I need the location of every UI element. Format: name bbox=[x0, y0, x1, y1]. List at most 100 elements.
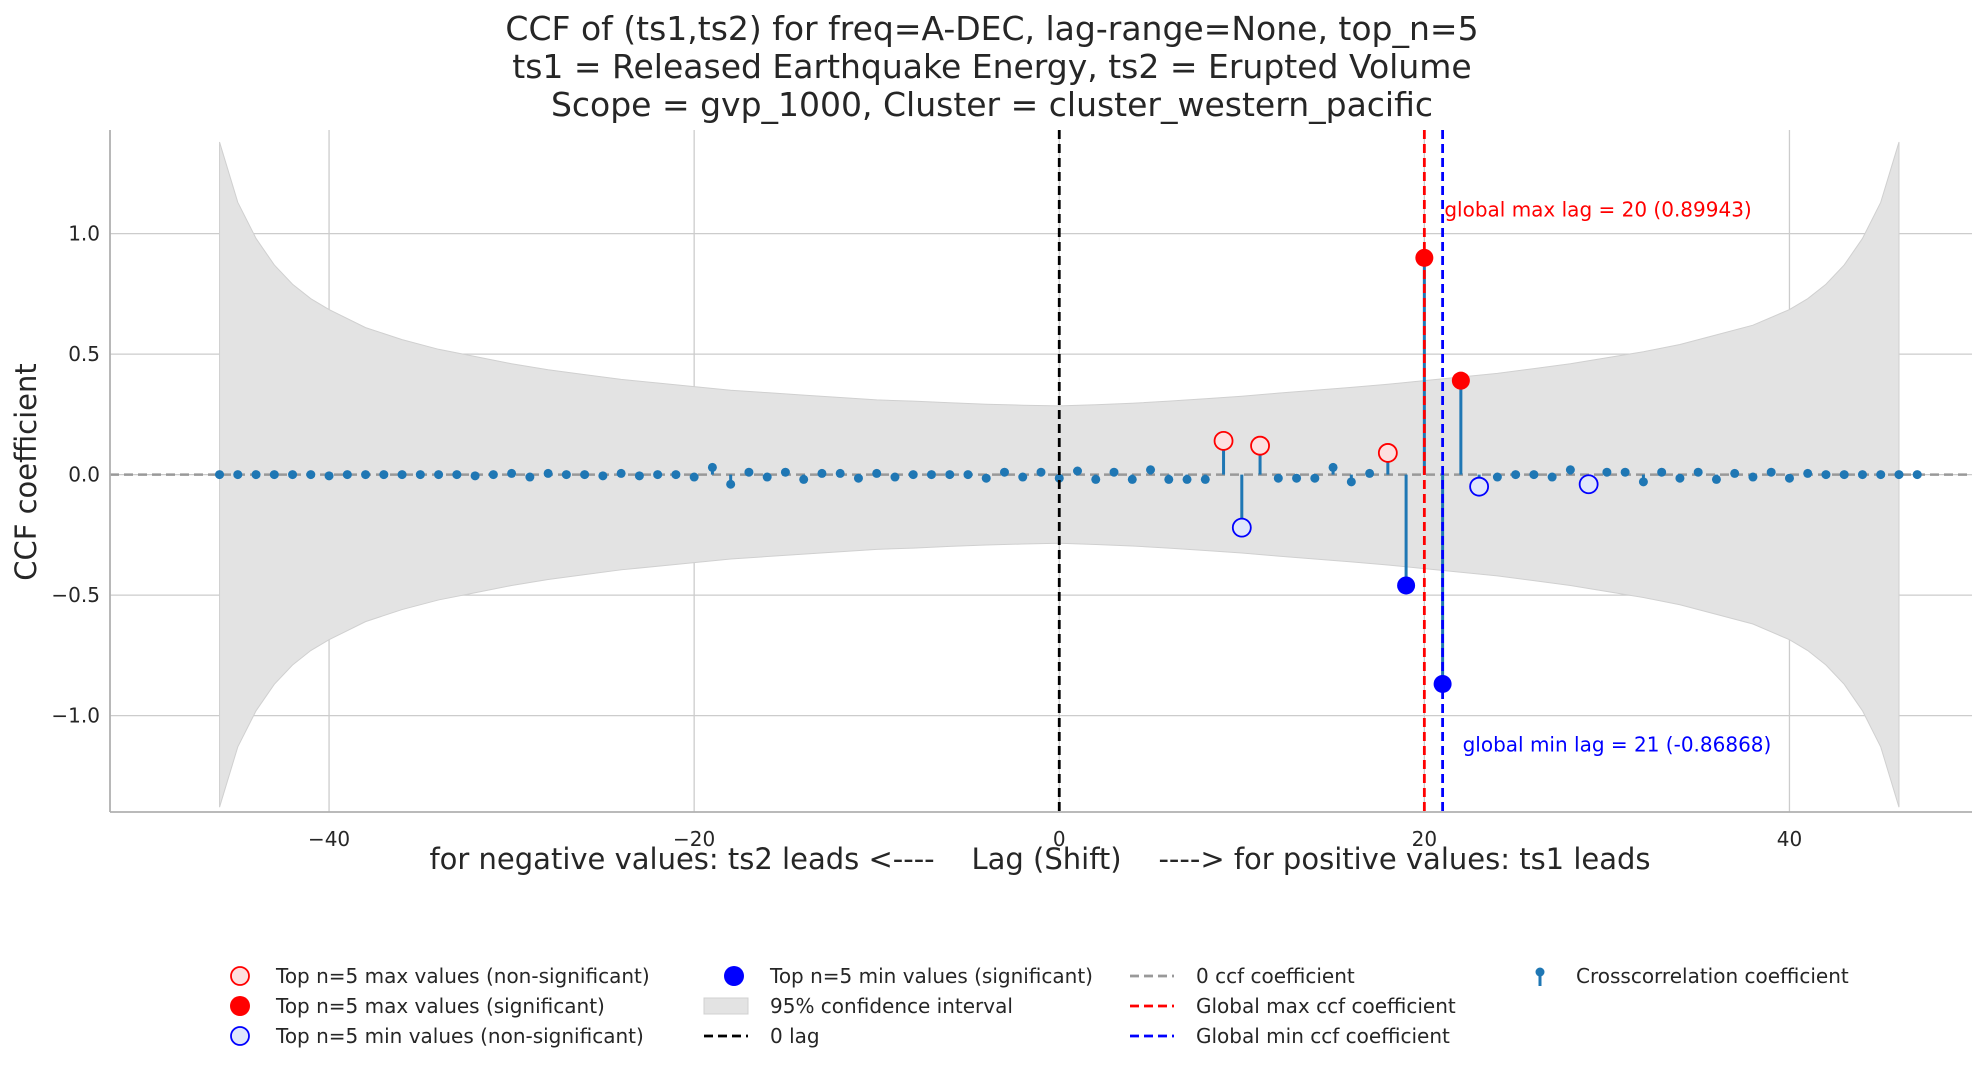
stem-marker bbox=[726, 479, 736, 489]
legend-label: 95% confidence interval bbox=[770, 994, 1013, 1018]
stem-marker bbox=[616, 468, 626, 478]
stem-marker bbox=[269, 470, 279, 480]
stem-marker bbox=[1547, 472, 1557, 482]
y-axis-label: CCF coefficient bbox=[9, 363, 43, 581]
stem-marker bbox=[1766, 467, 1776, 477]
legend-label: Global min ccf coefficient bbox=[1196, 1024, 1450, 1048]
stem-marker bbox=[452, 470, 462, 480]
stem-marker bbox=[361, 470, 371, 480]
stem-marker bbox=[434, 470, 444, 480]
title-line-2: ts1 = Released Earthquake Energy, ts2 = … bbox=[512, 47, 1471, 86]
stem-marker bbox=[306, 470, 316, 480]
stem-marker bbox=[981, 473, 991, 483]
stem-marker bbox=[415, 470, 425, 480]
top-min-nonsignificant-marker bbox=[1469, 476, 1490, 497]
stem-marker bbox=[945, 470, 955, 480]
stem-marker bbox=[525, 472, 535, 482]
legend-label: Crosscorrelation coefficient bbox=[1576, 964, 1849, 988]
top-min-nonsignificant-marker bbox=[1231, 517, 1252, 538]
legend-patch bbox=[703, 997, 749, 1015]
stem-marker bbox=[1602, 467, 1612, 477]
top-max-significant-marker bbox=[1415, 248, 1434, 267]
global-max-annotation: global max lag = 20 (0.89943) bbox=[1444, 198, 1751, 222]
stem-marker bbox=[799, 474, 809, 484]
stem-marker bbox=[1821, 470, 1831, 480]
stem-marker bbox=[1492, 472, 1502, 482]
top-max-nonsignificant-marker bbox=[1377, 443, 1398, 463]
y-tick-label: −1.0 bbox=[51, 704, 100, 728]
stem-marker bbox=[872, 468, 882, 478]
stem-marker bbox=[1146, 465, 1156, 475]
x-tick-label: −20 bbox=[673, 827, 715, 851]
stem-marker bbox=[890, 472, 900, 482]
stem-marker bbox=[561, 470, 571, 480]
stem-marker bbox=[1310, 473, 1320, 483]
stem-marker bbox=[1036, 467, 1046, 477]
x-tick-label: 20 bbox=[1412, 827, 1437, 851]
stem-marker bbox=[397, 470, 407, 480]
stem-marker bbox=[1292, 473, 1302, 483]
stem-marker bbox=[744, 467, 754, 477]
stem-marker bbox=[780, 467, 790, 477]
stem-marker bbox=[707, 462, 717, 472]
stem-marker bbox=[1784, 473, 1794, 483]
stem-marker bbox=[1565, 465, 1575, 475]
stem-marker bbox=[598, 471, 608, 481]
stem-marker bbox=[1711, 474, 1721, 484]
y-tick-label: 1.0 bbox=[68, 222, 100, 246]
stem-marker bbox=[1803, 468, 1813, 478]
stem-marker bbox=[963, 470, 973, 480]
stem-marker bbox=[324, 471, 334, 481]
stem-marker bbox=[215, 470, 225, 480]
y-tick-label: 0.0 bbox=[68, 463, 100, 487]
stem-marker bbox=[762, 472, 772, 482]
stem-marker bbox=[926, 470, 936, 480]
stem-marker bbox=[1054, 473, 1064, 483]
stem-marker bbox=[1073, 466, 1083, 476]
stem-marker bbox=[251, 470, 261, 480]
x-tick-label: 0 bbox=[1053, 827, 1066, 851]
stem-marker bbox=[1876, 470, 1886, 480]
top-max-significant-marker bbox=[1451, 371, 1470, 390]
legend-marker-filled bbox=[724, 966, 744, 986]
stem-marker bbox=[1164, 474, 1174, 484]
stem-marker bbox=[470, 471, 480, 481]
top-min-significant-marker bbox=[1397, 576, 1416, 595]
stem-marker bbox=[1365, 468, 1375, 478]
x-axis-label: for negative values: ts2 leads <---- Lag… bbox=[429, 842, 1650, 876]
axes: global max lag = 20 (0.89943) global min … bbox=[51, 130, 1972, 851]
y-tick-label: −0.5 bbox=[51, 583, 100, 607]
x-tick-label: −40 bbox=[308, 827, 350, 851]
top-min-significant-marker bbox=[1433, 674, 1452, 693]
global-min-annotation: global min lag = 21 (-0.86868) bbox=[1463, 733, 1772, 757]
stem-marker bbox=[1182, 474, 1192, 484]
stem-marker bbox=[379, 470, 389, 480]
stem-marker bbox=[1018, 472, 1028, 482]
legend-label: Top n=5 max values (significant) bbox=[275, 994, 605, 1018]
stem-marker bbox=[999, 467, 1009, 477]
stem-marker bbox=[634, 471, 644, 481]
stem-marker bbox=[488, 470, 498, 480]
stem-marker bbox=[653, 470, 663, 480]
stem-marker bbox=[1748, 472, 1758, 482]
stem-marker bbox=[1127, 474, 1137, 484]
plot-area bbox=[110, 130, 1972, 812]
legend-label: 0 lag bbox=[770, 1024, 820, 1048]
title-line-3: Scope = gvp_1000, Cluster = cluster_west… bbox=[551, 85, 1433, 124]
legend-label: 0 ccf coefficient bbox=[1196, 964, 1355, 988]
legend-label: Top n=5 max values (non-significant) bbox=[275, 964, 650, 988]
top-max-nonsignificant-marker bbox=[1250, 435, 1270, 456]
stem-marker bbox=[1912, 470, 1922, 480]
stem-marker bbox=[1693, 467, 1703, 477]
stem-marker bbox=[1200, 474, 1210, 484]
stem-marker bbox=[835, 468, 845, 478]
stem-marker bbox=[671, 470, 681, 480]
legend-marker-open bbox=[230, 966, 250, 986]
y-tick-label: 0.5 bbox=[68, 342, 100, 366]
stem-marker bbox=[908, 470, 918, 480]
stem-marker bbox=[1529, 470, 1539, 480]
legend: Top n=5 max values (non-significant) Top … bbox=[230, 964, 1849, 1048]
stem-marker bbox=[1328, 462, 1338, 472]
stem-marker bbox=[1657, 467, 1667, 477]
top-max-nonsignificant-marker bbox=[1213, 430, 1234, 451]
